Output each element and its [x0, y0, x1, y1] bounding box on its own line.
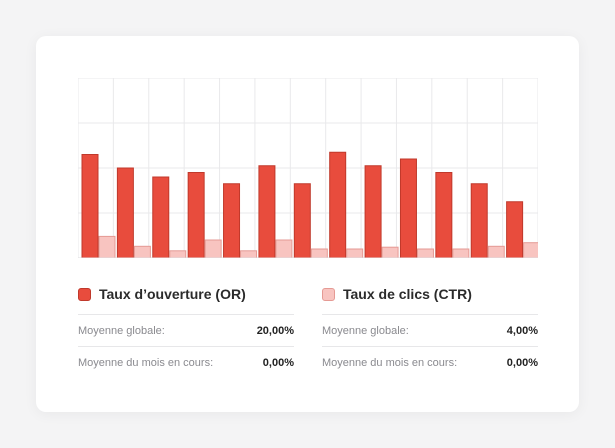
click-rate-month-label: Moyenne du mois en cours: [322, 356, 458, 369]
bar-click-rate [346, 248, 364, 258]
click-rate-month-value: 0,00% [506, 356, 538, 369]
legend-open-rate-header: Taux d’ouverture (OR) [78, 284, 294, 304]
open-rate-title: Taux d’ouverture (OR) [99, 286, 246, 302]
bar-click-rate [523, 242, 538, 258]
bar-click-rate [381, 246, 399, 258]
open-rate-global-value: 20,00% [256, 324, 294, 337]
bar-open-rate [152, 176, 170, 258]
bar-open-rate [399, 158, 417, 258]
stats-card: Taux d’ouverture (OR) Moyenne globale: 2… [36, 36, 579, 412]
bar-click-rate [487, 245, 505, 258]
bar-click-rate [452, 248, 470, 258]
bar-click-rate [204, 239, 222, 258]
bar-open-rate [435, 172, 453, 258]
bar-click-rate [169, 250, 187, 258]
bar-open-rate [506, 201, 524, 258]
bar-open-rate [364, 165, 382, 258]
bar-open-rate [329, 151, 347, 258]
bar-open-rate [223, 183, 241, 258]
bar-click-rate [240, 250, 258, 258]
click-rate-swatch [322, 287, 335, 301]
click-rate-global-label: Moyenne globale: [322, 324, 409, 337]
bar-click-rate [275, 239, 293, 258]
legend-open-rate: Taux d’ouverture (OR) Moyenne globale: 2… [78, 284, 294, 378]
bar-open-rate [81, 154, 99, 258]
click-rate-global-value: 4,00% [506, 324, 538, 337]
click-rate-global-row: Moyenne globale: 4,00% [322, 314, 538, 346]
open-rate-swatch [78, 287, 91, 301]
legend-click-rate-header: Taux de clics (CTR) [322, 284, 538, 304]
bar-open-rate [470, 183, 488, 258]
open-rate-month-label: Moyenne du mois en cours: [78, 356, 214, 369]
bar-open-rate [293, 183, 311, 258]
legend-click-rate: Taux de clics (CTR) Moyenne globale: 4,0… [322, 284, 538, 378]
open-rate-month-row: Moyenne du mois en cours: 0,00% [78, 346, 294, 378]
open-rate-global-label: Moyenne globale: [78, 324, 165, 337]
bar-open-rate [258, 165, 276, 258]
click-rate-title: Taux de clics (CTR) [343, 286, 472, 302]
bar-click-rate [310, 248, 328, 258]
bar-chart [78, 78, 538, 258]
open-rate-month-value: 0,00% [262, 356, 294, 369]
bar-open-rate [187, 172, 205, 258]
bar-open-rate [116, 167, 134, 258]
click-rate-month-row: Moyenne du mois en cours: 0,00% [322, 346, 538, 378]
bar-click-rate [133, 245, 151, 258]
bar-click-rate [98, 235, 116, 258]
bar-click-rate [416, 248, 434, 258]
open-rate-global-row: Moyenne globale: 20,00% [78, 314, 294, 346]
